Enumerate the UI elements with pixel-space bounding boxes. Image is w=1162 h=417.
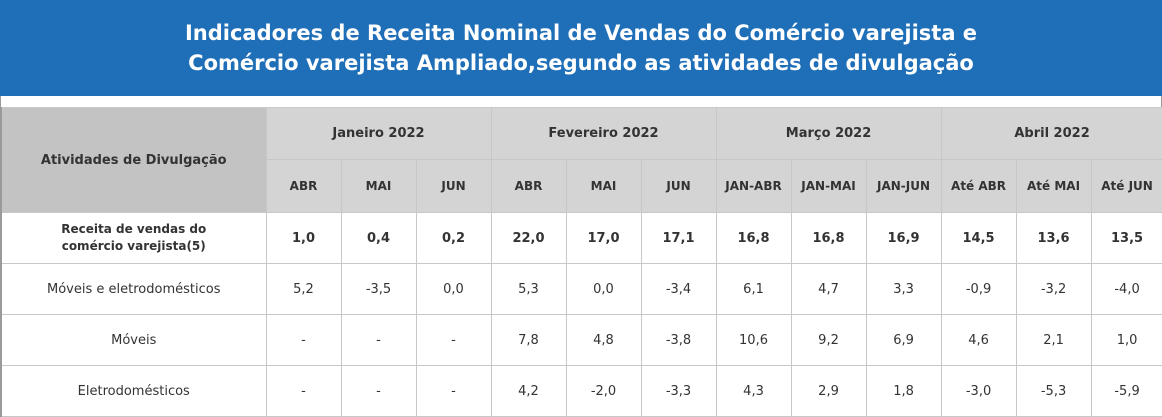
table-row: Móveis - - - 7,8 4,8 -3,8 10,6 9,2 6,9 4… bbox=[0, 314, 1162, 366]
month-header: Março 2022 bbox=[715, 107, 942, 160]
period-header: Até MAI bbox=[1015, 159, 1092, 213]
table-cell: 0,0 bbox=[415, 263, 492, 315]
period-header: JUN bbox=[640, 159, 717, 213]
table-cell: 6,1 bbox=[715, 263, 792, 315]
period-header: JAN-JUN bbox=[865, 159, 942, 213]
title-line-2: Comércio varejista Ampliado,segundo as a… bbox=[188, 51, 974, 75]
table-row: Móveis e eletrodomésticos 5,2 -3,5 0,0 5… bbox=[0, 263, 1162, 315]
table-cell: 4,2 bbox=[490, 365, 567, 417]
table-cell: 0,2 bbox=[415, 212, 492, 264]
table-cell: -4,0 bbox=[1090, 263, 1162, 315]
table-cell: -3,8 bbox=[640, 314, 717, 366]
month-header: Fevereiro 2022 bbox=[490, 107, 717, 160]
spacer bbox=[0, 96, 1162, 107]
table-cell: 17,1 bbox=[640, 212, 717, 264]
table-cell: -3,3 bbox=[640, 365, 717, 417]
table-cell: - bbox=[340, 365, 417, 417]
table-cell: 16,8 bbox=[715, 212, 792, 264]
period-header: JUN bbox=[415, 159, 492, 213]
table-cell: -3,5 bbox=[340, 263, 417, 315]
table-cell: - bbox=[415, 314, 492, 366]
table-cell: 2,9 bbox=[790, 365, 867, 417]
table-cell: -3,0 bbox=[940, 365, 1017, 417]
indicators-table: Atividades de Divulgação Janeiro 2022 Fe… bbox=[0, 107, 1162, 417]
table-cell: 16,8 bbox=[790, 212, 867, 264]
table-cell: 4,6 bbox=[940, 314, 1017, 366]
table-cell: 1,0 bbox=[265, 212, 342, 264]
table-cell: -5,9 bbox=[1090, 365, 1162, 417]
month-header-row: Atividades de Divulgação Janeiro 2022 Fe… bbox=[0, 107, 1162, 213]
period-header-row: ABR MAI JUN ABR MAI JUN JAN-ABR JAN-MAI … bbox=[1, 159, 1162, 213]
period-header: ABR bbox=[265, 159, 342, 213]
table-cell: - bbox=[265, 314, 342, 366]
table-cell: - bbox=[265, 365, 342, 417]
table-cell: 14,5 bbox=[940, 212, 1017, 264]
table-cell: 22,0 bbox=[490, 212, 567, 264]
table-cell: 1,8 bbox=[865, 365, 942, 417]
table-cell: 16,9 bbox=[865, 212, 942, 264]
period-header: MAI bbox=[340, 159, 417, 213]
table-cell: 1,0 bbox=[1090, 314, 1162, 366]
table-cell: 4,3 bbox=[715, 365, 792, 417]
row-label-line-2: comércio varejista(5) bbox=[61, 239, 206, 253]
table-cell: 6,9 bbox=[865, 314, 942, 366]
table-cell: -3,4 bbox=[640, 263, 717, 315]
table-cell: 5,2 bbox=[265, 263, 342, 315]
period-header: MAI bbox=[565, 159, 642, 213]
table-cell: 4,7 bbox=[790, 263, 867, 315]
table-cell: -2,0 bbox=[565, 365, 642, 417]
table-cell: 4,8 bbox=[565, 314, 642, 366]
row-label-line-1: Receita de vendas do bbox=[61, 222, 207, 236]
row-label: Móveis e eletrodomésticos bbox=[0, 263, 267, 315]
table-cell: 17,0 bbox=[565, 212, 642, 264]
table-cell: 7,8 bbox=[490, 314, 567, 366]
table-row: Receita de vendas do comércio varejista(… bbox=[0, 212, 1162, 264]
row-label: Eletrodomésticos bbox=[0, 365, 267, 417]
row-label: Receita de vendas do comércio varejista(… bbox=[0, 212, 267, 264]
period-header: Até ABR bbox=[940, 159, 1017, 213]
month-header: Abril 2022 bbox=[940, 107, 1162, 160]
row-header: Atividades de Divulgação bbox=[0, 107, 267, 213]
table-cell: 0,4 bbox=[340, 212, 417, 264]
period-header: JAN-ABR bbox=[715, 159, 792, 213]
table-cell: -5,3 bbox=[1015, 365, 1092, 417]
table-row: Eletrodomésticos - - - 4,2 -2,0 -3,3 4,3… bbox=[0, 365, 1162, 417]
table-cell: 9,2 bbox=[790, 314, 867, 366]
table-cell: 13,6 bbox=[1015, 212, 1092, 264]
title-banner: Indicadores de Receita Nominal de Vendas… bbox=[0, 0, 1162, 96]
table-cell: -0,9 bbox=[940, 263, 1017, 315]
table-cell: 5,3 bbox=[490, 263, 567, 315]
month-header: Janeiro 2022 bbox=[265, 107, 492, 160]
period-header: Até JUN bbox=[1090, 159, 1162, 213]
table-cell: -3,2 bbox=[1015, 263, 1092, 315]
table-cell: 0,0 bbox=[565, 263, 642, 315]
table-cell: - bbox=[415, 365, 492, 417]
period-header: JAN-MAI bbox=[790, 159, 867, 213]
period-header: ABR bbox=[490, 159, 567, 213]
table-cell: 13,5 bbox=[1090, 212, 1162, 264]
table-cell: 3,3 bbox=[865, 263, 942, 315]
title-line-1: Indicadores de Receita Nominal de Vendas… bbox=[184, 21, 978, 45]
table-cell: 10,6 bbox=[715, 314, 792, 366]
row-label: Móveis bbox=[0, 314, 267, 366]
table-cell: 2,1 bbox=[1015, 314, 1092, 366]
table-cell: - bbox=[340, 314, 417, 366]
